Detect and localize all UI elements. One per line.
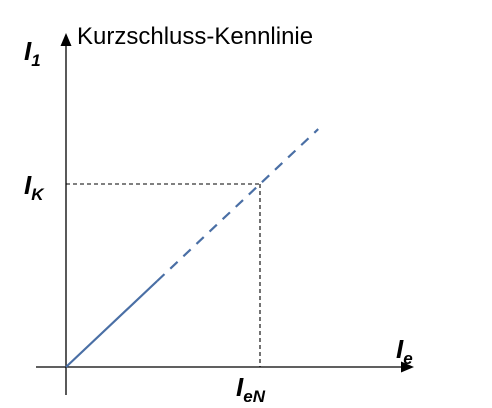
y-axis-arrow	[60, 33, 72, 46]
y-marker-label: IK	[24, 170, 44, 203]
y-marker-label-base: I	[24, 170, 32, 200]
x-marker-label-sub: eN	[243, 387, 265, 406]
x-axis-label: Ie	[396, 334, 413, 367]
chart-title: Kurzschluss-Kennlinie	[77, 23, 314, 50]
y-axis-label: I1	[24, 36, 41, 69]
x-marker-label: IeN	[236, 372, 265, 405]
y-axis-label-base: I	[24, 36, 32, 66]
x-axis-arrow	[401, 361, 414, 373]
series-0-solid-segment	[65, 280, 158, 368]
x-axis-label-base: I	[396, 334, 404, 364]
series-0-dashed-segment	[156, 128, 319, 282]
y-axis-label-sub: 1	[31, 51, 41, 70]
y-marker-label-sub: K	[31, 185, 44, 204]
x-marker-label-base: I	[236, 372, 244, 402]
x-axis-label-sub: e	[403, 349, 413, 368]
